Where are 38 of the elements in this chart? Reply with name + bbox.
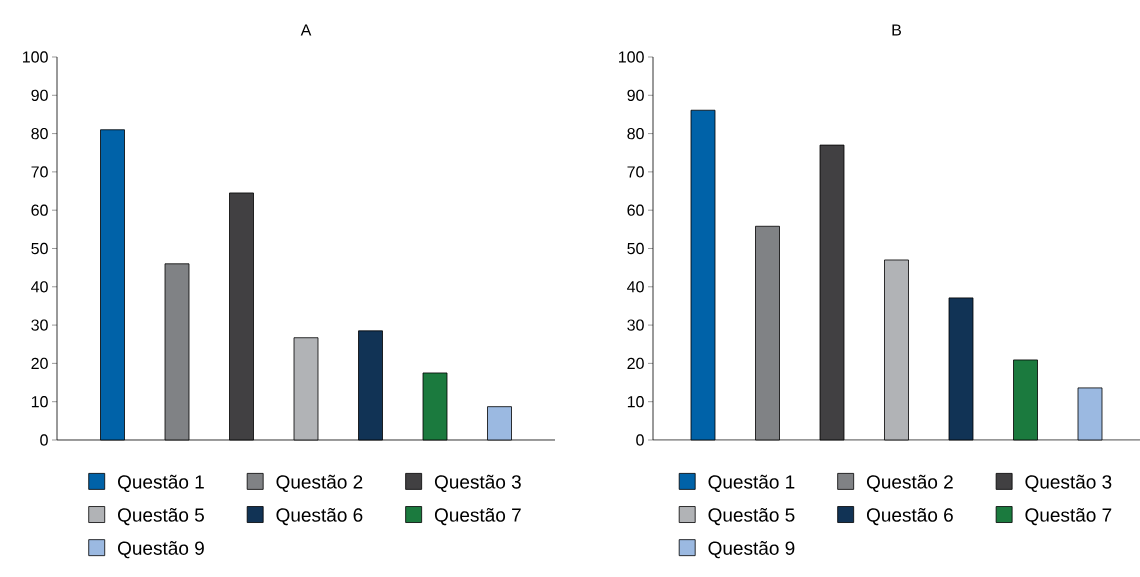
legend-label: Questão 3 (1025, 474, 1112, 493)
y-tick-label: 10 (627, 396, 644, 408)
y-tick-label: 40 (31, 281, 48, 293)
y-tick-label: 20 (31, 357, 48, 370)
y-tick-label: 90 (31, 89, 48, 101)
legend-label: Questão 9 (708, 541, 795, 559)
legend-label: Questão 1 (118, 474, 204, 493)
y-tick-label: 50 (627, 242, 644, 255)
legend-label: Questão 2 (866, 474, 953, 493)
y-tick-label: 100 (23, 51, 48, 63)
y-tick-label: 50 (31, 242, 48, 255)
legend-label: Questão 7 (434, 507, 521, 526)
legend-label: Questão 6 (866, 507, 953, 526)
y-tick-label: 70 (627, 166, 644, 178)
y-tick-label: 10 (31, 396, 48, 408)
legend-label: Questão 7 (1025, 507, 1112, 526)
legend-label: Questão 3 (434, 474, 521, 493)
chart-title: B (892, 24, 901, 36)
y-tick-label: 80 (627, 127, 644, 140)
legend-label: Questão 5 (708, 507, 795, 526)
y-tick-label: 30 (627, 319, 644, 331)
chart-title: A (300, 24, 312, 36)
y-tick-label: 30 (31, 319, 48, 331)
y-tick-label: 60 (31, 204, 48, 216)
y-tick-label: 0 (636, 434, 644, 446)
y-tick-label: 40 (627, 281, 644, 293)
y-tick-label: 60 (627, 204, 644, 216)
legend-label: Questão 9 (118, 541, 204, 559)
y-tick-label: 0 (40, 434, 48, 446)
y-tick-label: 20 (627, 357, 644, 370)
legend-label: Questão 6 (276, 507, 363, 526)
y-tick-label: 90 (627, 89, 644, 101)
y-tick-label: 70 (31, 166, 48, 178)
legend-label: Questão 2 (276, 474, 363, 493)
legend-label: Questão 1 (708, 474, 795, 493)
legend-label: Questão 5 (118, 507, 204, 526)
y-tick-label: 100 (619, 51, 644, 63)
y-tick-label: 80 (31, 127, 48, 140)
